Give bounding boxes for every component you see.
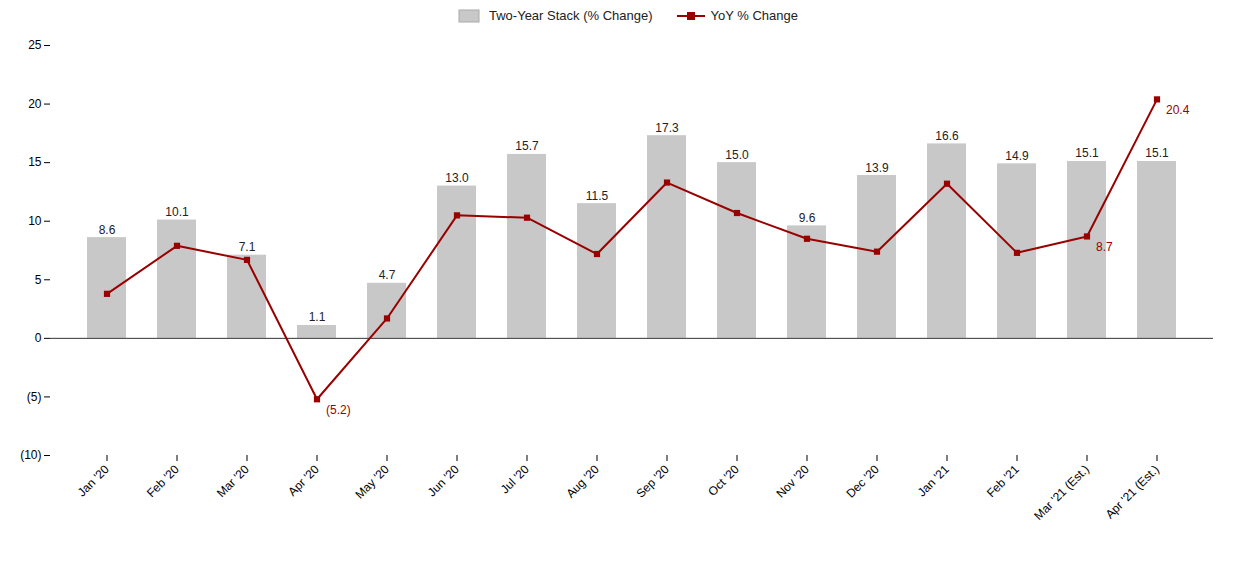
svg-text:15.0: 15.0 [725,148,749,162]
svg-text:May '20: May '20 [352,462,392,502]
svg-text:Apr '20: Apr '20 [285,462,322,499]
html-text:Two-Year Stack (% Change): Two-Year Stack (% Change) [489,8,653,23]
svg-text:(5.2): (5.2) [326,403,351,417]
svg-text:10.1: 10.1 [165,205,189,219]
svg-text:Mar '20: Mar '20 [214,462,252,500]
svg-text:25: 25 [28,38,42,52]
svg-text:13.9: 13.9 [865,161,889,175]
svg-text:0: 0 [35,331,42,345]
svg-text:Feb '21: Feb '21 [984,462,1022,500]
svg-text:15: 15 [28,155,42,169]
svg-text:Jul '20: Jul '20 [498,462,532,496]
svg-text:10: 10 [28,214,42,228]
svg-text:Apr '21 (Est.): Apr '21 (Est.) [1103,462,1162,521]
svg-text:5: 5 [35,273,42,287]
svg-text:16.6: 16.6 [935,129,959,143]
svg-text:Feb '20: Feb '20 [144,462,182,500]
svg-text:Dec '20: Dec '20 [843,462,882,501]
svg-text:17.3: 17.3 [655,121,679,135]
svg-text:13.0: 13.0 [445,171,469,185]
svg-text:Oct '20: Oct '20 [705,462,742,499]
svg-text:4.7: 4.7 [379,268,396,282]
svg-text:(5): (5) [27,390,42,404]
svg-text:14.9: 14.9 [1005,149,1029,163]
svg-text:15.1: 15.1 [1145,146,1169,160]
svg-text:Sep '20: Sep '20 [633,462,672,501]
svg-text:Jun '20: Jun '20 [425,462,462,499]
svg-text:11.5: 11.5 [586,189,609,203]
svg-text:Jan '20: Jan '20 [75,462,112,499]
svg-text:Mar '21 (Est.): Mar '21 (Est.) [1031,462,1092,523]
svg-text:20.4: 20.4 [1166,103,1190,117]
svg-text:15.7: 15.7 [515,139,539,153]
svg-text:Jan '21: Jan '21 [915,462,952,499]
svg-text:8.7: 8.7 [1096,240,1113,254]
svg-text:Nov '20: Nov '20 [773,462,812,501]
svg-text:8.6: 8.6 [99,223,116,237]
html-text:YoY % Change: YoY % Change [710,8,798,23]
svg-text:Aug '20: Aug '20 [563,462,602,501]
svg-text:9.6: 9.6 [799,211,816,225]
svg-text:(10): (10) [20,448,41,462]
svg-text:1.1: 1.1 [309,310,326,324]
svg-text:7.1: 7.1 [239,240,256,254]
svg-text:15.1: 15.1 [1075,146,1099,160]
svg-text:20: 20 [28,97,42,111]
